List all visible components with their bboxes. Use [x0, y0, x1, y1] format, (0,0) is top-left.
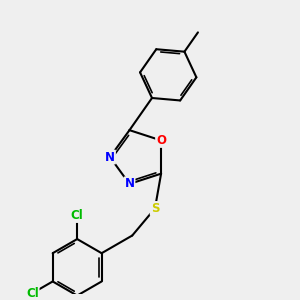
Text: N: N: [105, 151, 115, 164]
Text: Cl: Cl: [71, 209, 83, 222]
Text: N: N: [124, 177, 134, 190]
Text: Cl: Cl: [26, 287, 39, 300]
Text: S: S: [151, 202, 159, 215]
Text: O: O: [156, 134, 166, 147]
